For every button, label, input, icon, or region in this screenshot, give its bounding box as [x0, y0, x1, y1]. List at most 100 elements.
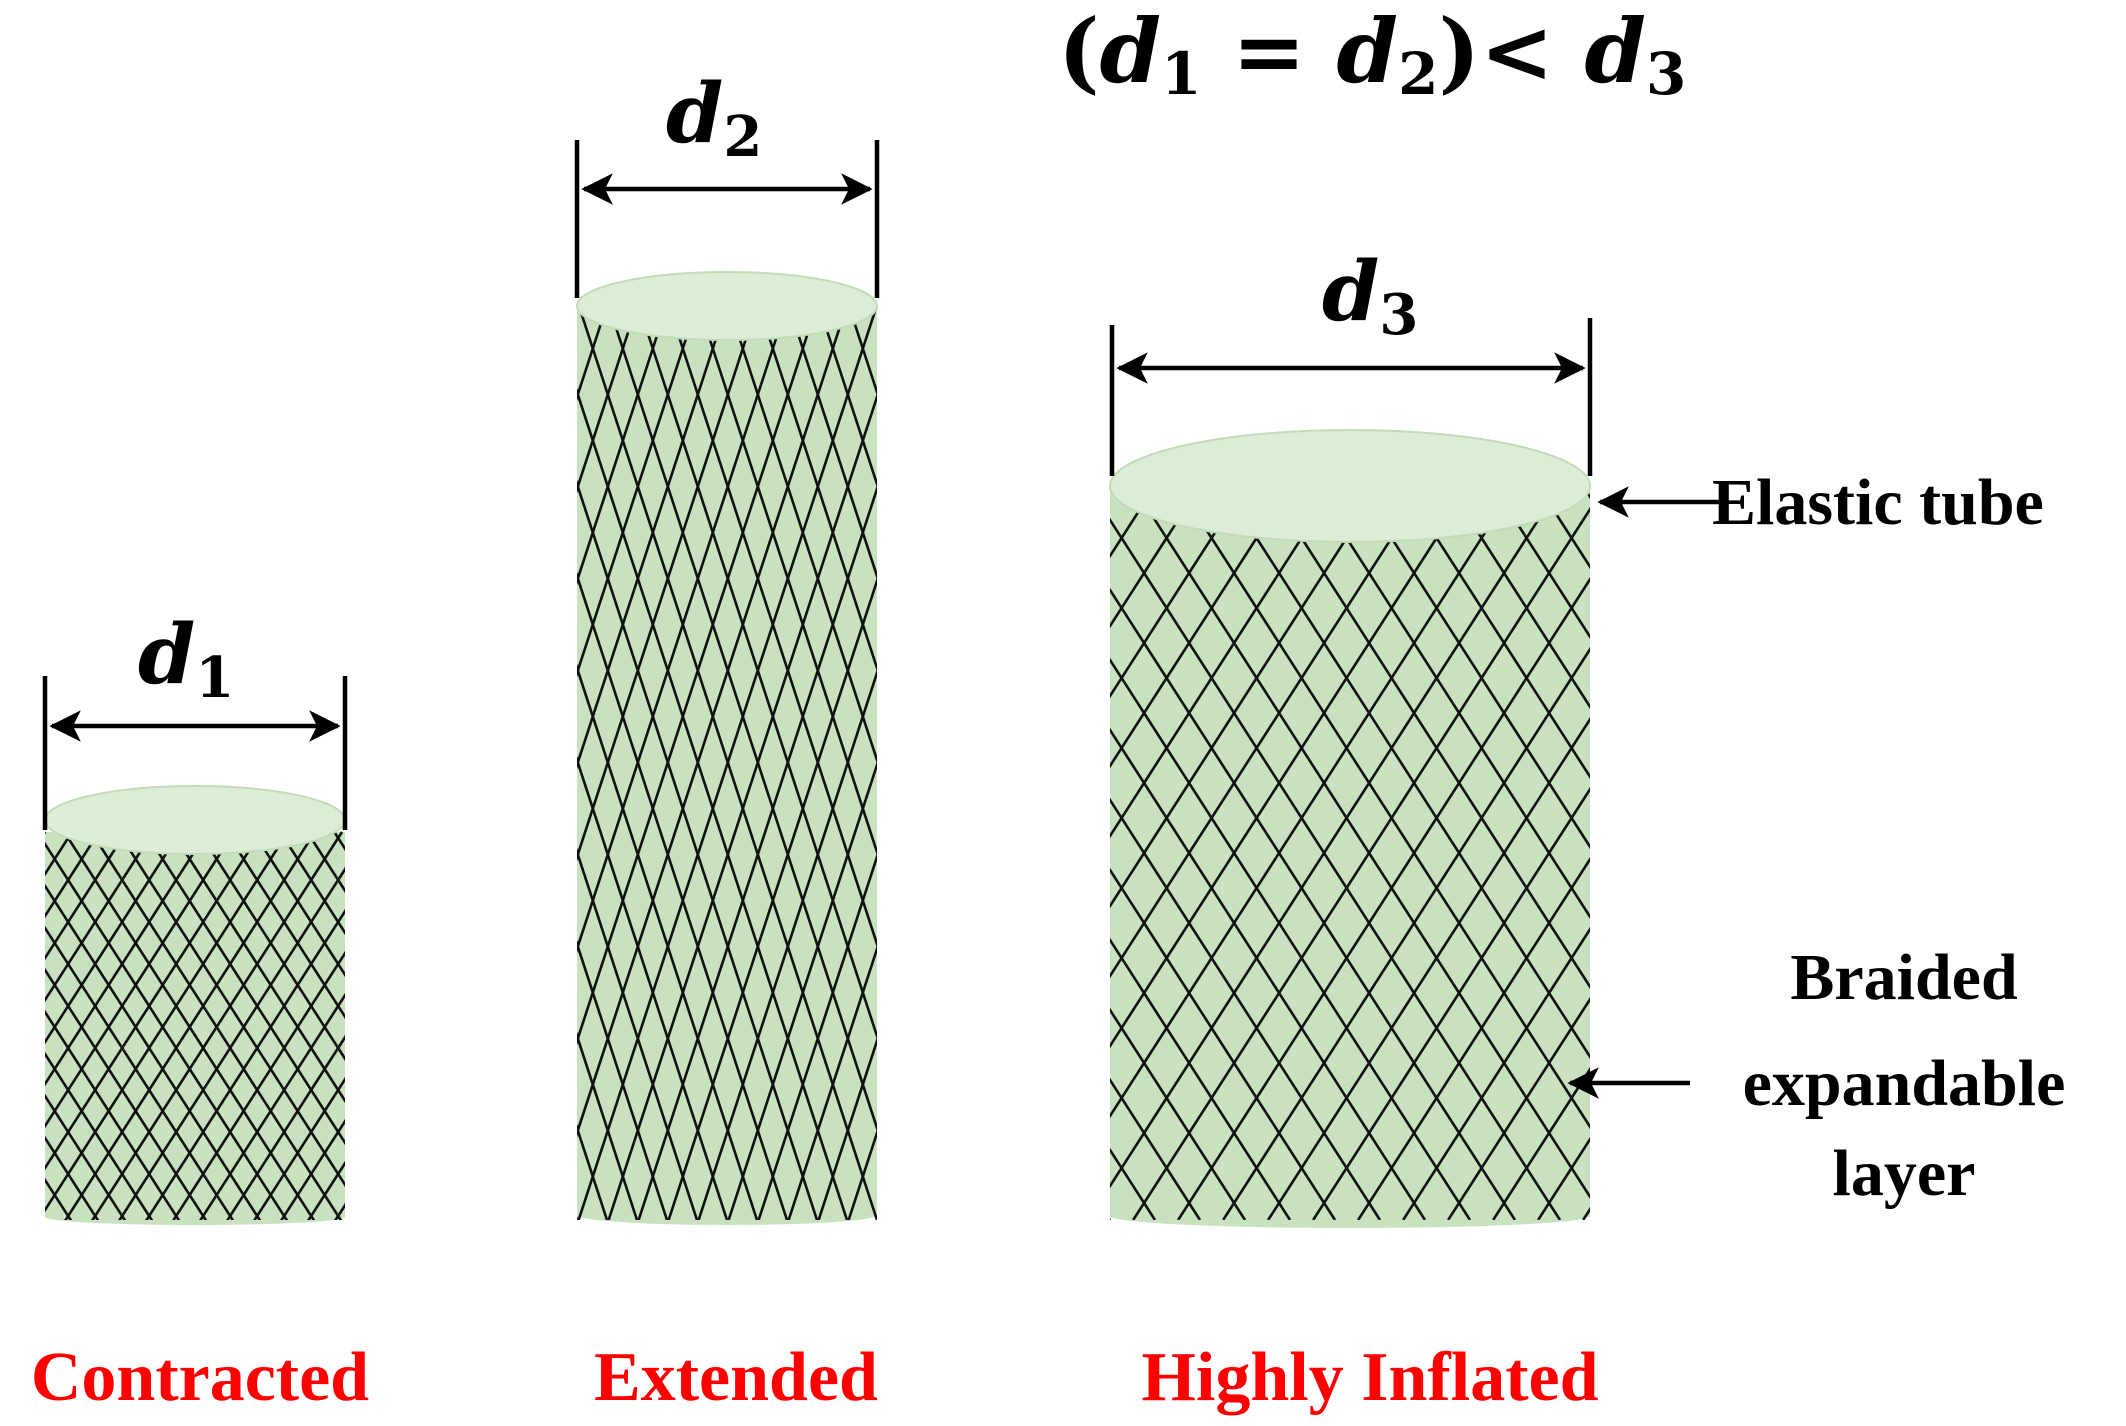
dimension-d1: d1	[42, 607, 348, 830]
braid-strand	[333, 831, 345, 852]
braid-strand	[607, 392, 877, 1220]
braid-strand	[118, 866, 345, 1220]
braid-strand	[45, 1135, 100, 1220]
braid-strand	[45, 1219, 46, 1220]
braid-strand	[577, 1031, 639, 1220]
tube-extended-braid	[577, 304, 877, 1220]
braided-label-line2: expandable	[1743, 1047, 2066, 1120]
tube-contracted-top	[44, 785, 346, 855]
braid-strand	[45, 831, 263, 1171]
braid-strand	[667, 576, 877, 1220]
braid-strand	[45, 831, 128, 961]
braid-strand	[1110, 485, 1202, 629]
state-label-contracted: Contracted	[31, 1339, 369, 1416]
braid-strand	[577, 1123, 609, 1220]
braid-strand	[577, 304, 819, 1046]
tube-contracted-braid	[0, 831, 612, 1222]
braid-strand	[252, 831, 345, 978]
braid-strand	[45, 831, 182, 1045]
braid-strand	[1222, 646, 1590, 1220]
braid-strand	[577, 304, 759, 862]
braid-strand	[1267, 716, 1590, 1220]
braid-strand	[1110, 485, 1337, 839]
braid-strand	[361, 832, 612, 1222]
braid-strand	[45, 831, 290, 1213]
braid-strand	[1447, 996, 1590, 1220]
label-d1: d1	[138, 607, 234, 711]
braid-strand	[226, 1034, 345, 1220]
braid-strand	[577, 847, 699, 1220]
label-d2: d2	[666, 66, 762, 170]
braid-strand	[0, 832, 18, 1222]
braid-strand	[1357, 856, 1590, 1220]
braid-strand	[1312, 786, 1590, 1220]
braid-strand	[0, 832, 18, 1222]
braid-strand	[577, 304, 699, 678]
braid-strand	[577, 304, 789, 954]
braid-strand	[45, 831, 101, 919]
braid-strand	[1132, 506, 1590, 1220]
diameter-relation: (d1 = d2)< d3	[1058, 0, 1686, 108]
tube-inflated-top	[1109, 429, 1591, 543]
braid-strand	[199, 992, 345, 1220]
tube-inflated-braid	[1110, 485, 1590, 1220]
braid-strand	[577, 304, 729, 770]
braid-strand	[847, 1128, 877, 1220]
braid-strand	[817, 304, 877, 489]
braid-strand	[1110, 485, 1292, 769]
tube-contracted	[0, 785, 612, 1225]
dimension-d2: d2	[574, 66, 880, 298]
braid-strand	[577, 304, 877, 1220]
braid-strand	[1177, 576, 1590, 1220]
braid-strand	[45, 1051, 154, 1220]
braid-strand	[727, 760, 877, 1220]
braid-strand	[697, 668, 877, 1220]
braid-strand	[45, 831, 155, 1003]
braid-strand	[279, 831, 345, 936]
braid-strand	[1110, 485, 1427, 979]
braid-strand	[1110, 485, 1247, 699]
braid-strand	[225, 831, 345, 1020]
braid-strand	[847, 304, 877, 397]
braid-strand	[45, 1093, 127, 1220]
annotation-braided-layer: Braided expandable layer	[1567, 941, 2066, 1210]
braid-strand	[817, 1036, 877, 1220]
braid-strand	[45, 832, 47, 835]
braid-strand	[577, 304, 669, 586]
braid-strand	[45, 831, 209, 1087]
braid-strand	[757, 852, 877, 1220]
annotation-elastic-tube: Elastic tube	[1597, 466, 2044, 539]
braid-strand	[45, 831, 236, 1129]
braid-strand	[253, 1076, 345, 1220]
braid-strand	[280, 1118, 345, 1220]
braid-strand	[577, 304, 849, 1138]
braid-strand	[1110, 485, 1562, 1189]
braid-strand	[787, 944, 877, 1220]
dimension-d3: d3	[1109, 244, 1593, 476]
braid-strand	[577, 304, 639, 494]
braid-strand	[577, 304, 609, 402]
braid-strand	[757, 304, 877, 673]
braid-strand	[361, 832, 612, 1222]
braid-strand	[172, 950, 345, 1220]
braid-strand	[1110, 485, 1472, 1049]
braid-strand	[91, 831, 344, 1220]
braid-strand	[727, 304, 877, 765]
braided-label-line3: layer	[1833, 1137, 1976, 1210]
braid-strand	[1402, 926, 1590, 1220]
state-label-extended: Extended	[594, 1339, 878, 1416]
braid-strand	[787, 304, 877, 581]
braid-strand	[64, 831, 317, 1220]
braid-strand	[334, 1202, 345, 1220]
tube-highly-inflated	[1109, 429, 1591, 1228]
label-d3: d3	[1322, 244, 1418, 348]
state-label-highly-inflated: Highly Inflated	[1141, 1339, 1598, 1416]
braid-strand	[145, 908, 345, 1220]
elastic-tube-label: Elastic tube	[1712, 466, 2044, 539]
braid-strand	[1110, 485, 1382, 909]
tube-extended-top	[576, 271, 878, 341]
braided-label-line1: Braided	[1790, 941, 2017, 1014]
braid-strand	[1110, 485, 1517, 1119]
tube-extended	[576, 271, 878, 1225]
